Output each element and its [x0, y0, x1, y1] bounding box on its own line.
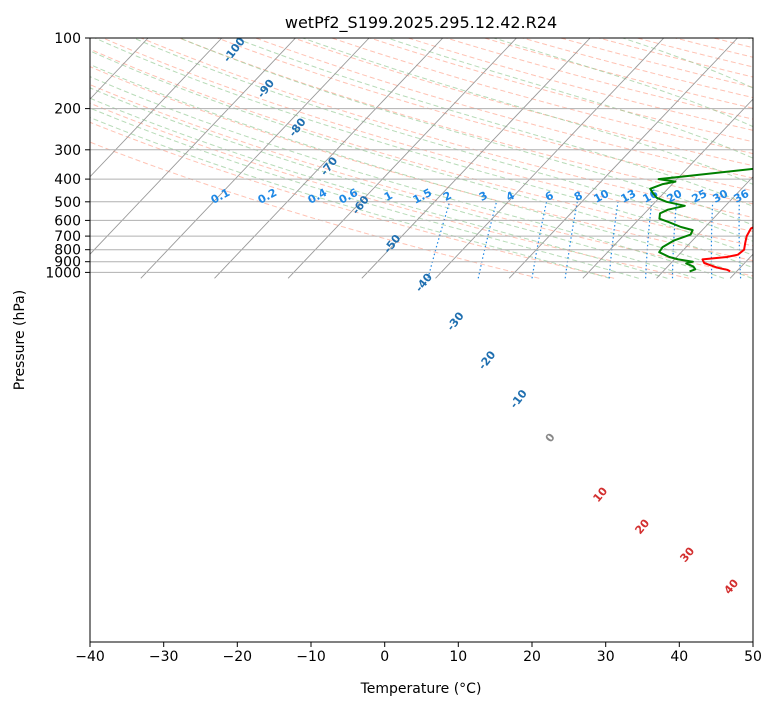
x-axis-label: Temperature (°C)	[360, 681, 482, 697]
x-tick-label: −40	[75, 649, 105, 665]
plot-background	[90, 38, 753, 642]
x-tick-label: −20	[223, 649, 253, 665]
y-tick-label: 500	[54, 195, 81, 211]
y-tick-label: 400	[54, 172, 81, 188]
y-tick-label: 100	[54, 31, 81, 47]
x-tick-label: 30	[597, 649, 615, 665]
y-axis-label: Pressure (hPa)	[12, 290, 28, 390]
y-tick-label: 700	[54, 229, 81, 245]
chart-title: wetPf2_S199.2025.295.12.42.R24	[285, 13, 557, 33]
y-tick-label: 200	[54, 102, 81, 118]
x-tick-label: 10	[449, 649, 467, 665]
y-tick-label: 300	[54, 143, 81, 159]
x-tick-label: 50	[744, 649, 762, 665]
x-tick-label: 20	[523, 649, 541, 665]
x-tick-label: −30	[149, 649, 179, 665]
x-tick-label: 40	[670, 649, 688, 665]
y-tick-label: 600	[54, 213, 81, 229]
x-tick-label: 0	[380, 649, 389, 665]
x-tick-label: −10	[296, 649, 326, 665]
